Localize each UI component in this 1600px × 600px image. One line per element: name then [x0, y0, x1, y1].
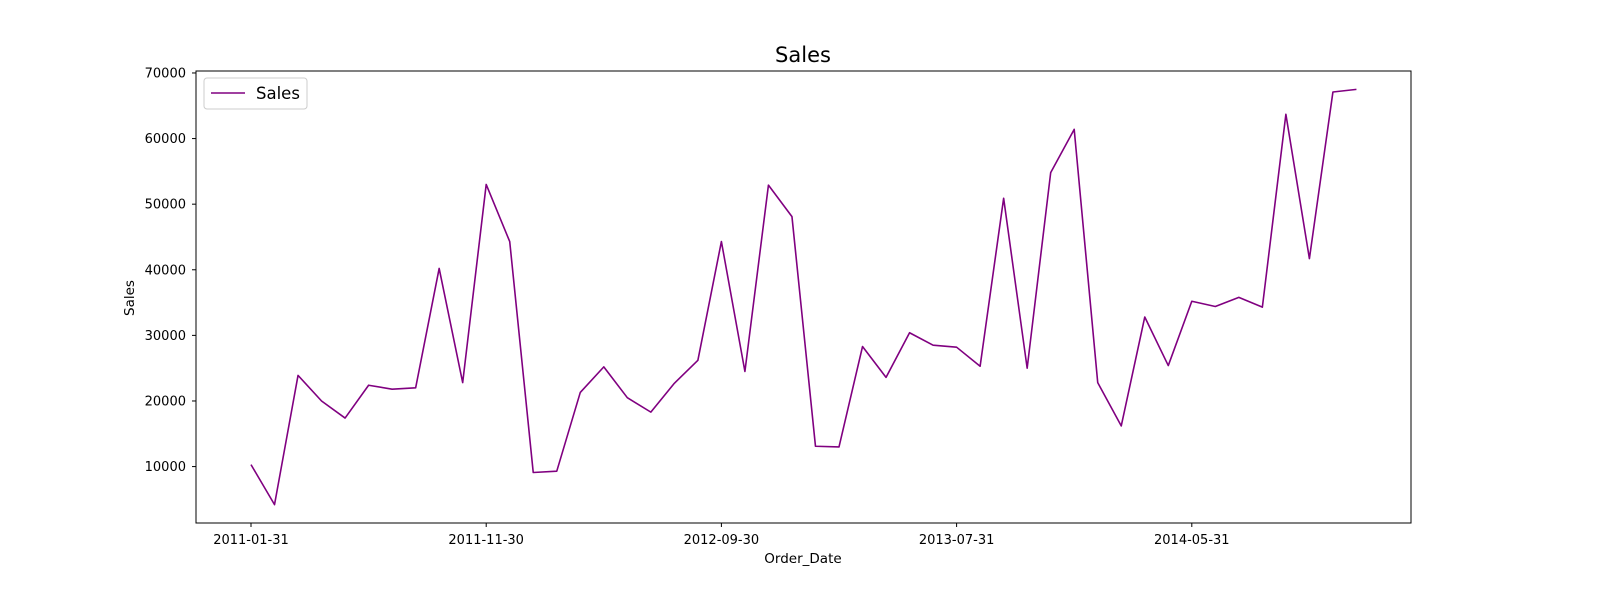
y-tick-label: 60000 — [145, 132, 186, 147]
x-tick-label: 2012-09-30 — [684, 533, 760, 548]
x-tick-label: 2011-01-31 — [213, 533, 289, 548]
x-axis-label: Order_Date — [764, 551, 841, 567]
y-tick-label: 40000 — [145, 263, 186, 278]
y-axis-label: Sales — [122, 280, 138, 316]
chart-title: Sales — [775, 43, 831, 67]
legend-box — [203, 77, 308, 110]
y-tick-label: 70000 — [145, 66, 186, 81]
x-tick-label: 2013-07-31 — [919, 533, 995, 548]
x-axis: 2011-01-31 2011-11-30 2012-09-30 2013-07-31… — [213, 523, 1230, 548]
legend: Sales — [203, 77, 308, 110]
y-axis: 10000 20000 30000 40000 50000 60000 70000 — [145, 66, 196, 475]
x-tick-label: 2011-11-30 — [448, 533, 524, 548]
y-tick-label: 30000 — [145, 329, 186, 344]
plot-frame — [195, 70, 1412, 524]
y-tick-label: 20000 — [145, 394, 186, 409]
sales-series-line — [250, 88, 1357, 506]
x-tick-label: 2014-05-31 — [1154, 533, 1230, 548]
y-tick-label: 50000 — [145, 198, 186, 213]
legend-label-sales: Sales — [256, 84, 300, 103]
y-tick-label: 10000 — [145, 460, 186, 475]
